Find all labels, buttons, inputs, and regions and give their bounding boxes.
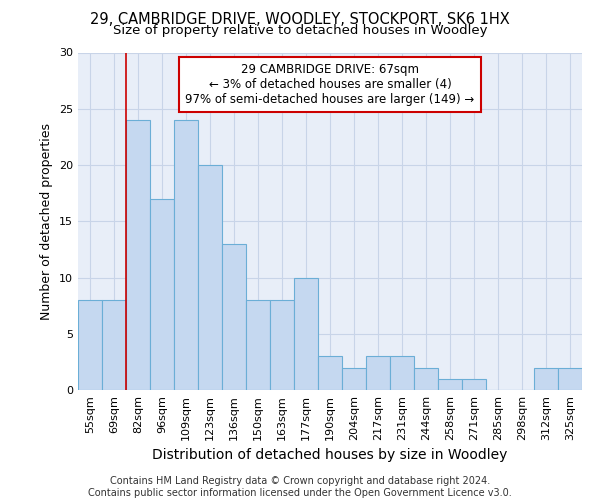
Bar bbox=[174, 120, 198, 390]
Bar bbox=[270, 300, 294, 390]
Bar bbox=[318, 356, 342, 390]
Bar bbox=[390, 356, 414, 390]
Bar bbox=[366, 356, 390, 390]
Bar bbox=[294, 278, 318, 390]
Text: 29, CAMBRIDGE DRIVE, WOODLEY, STOCKPORT, SK6 1HX: 29, CAMBRIDGE DRIVE, WOODLEY, STOCKPORT,… bbox=[90, 12, 510, 28]
Bar bbox=[558, 368, 582, 390]
Bar bbox=[102, 300, 126, 390]
Bar bbox=[462, 379, 486, 390]
Bar bbox=[78, 300, 102, 390]
Text: Size of property relative to detached houses in Woodley: Size of property relative to detached ho… bbox=[113, 24, 487, 37]
Bar bbox=[246, 300, 270, 390]
Bar bbox=[534, 368, 558, 390]
Bar bbox=[198, 165, 222, 390]
X-axis label: Distribution of detached houses by size in Woodley: Distribution of detached houses by size … bbox=[152, 448, 508, 462]
Bar bbox=[414, 368, 438, 390]
Bar bbox=[438, 379, 462, 390]
Bar bbox=[342, 368, 366, 390]
Text: Contains HM Land Registry data © Crown copyright and database right 2024.
Contai: Contains HM Land Registry data © Crown c… bbox=[88, 476, 512, 498]
Bar bbox=[126, 120, 150, 390]
Bar bbox=[222, 244, 246, 390]
Bar bbox=[150, 198, 174, 390]
Y-axis label: Number of detached properties: Number of detached properties bbox=[40, 122, 53, 320]
Text: 29 CAMBRIDGE DRIVE: 67sqm
← 3% of detached houses are smaller (4)
97% of semi-de: 29 CAMBRIDGE DRIVE: 67sqm ← 3% of detach… bbox=[185, 62, 475, 106]
